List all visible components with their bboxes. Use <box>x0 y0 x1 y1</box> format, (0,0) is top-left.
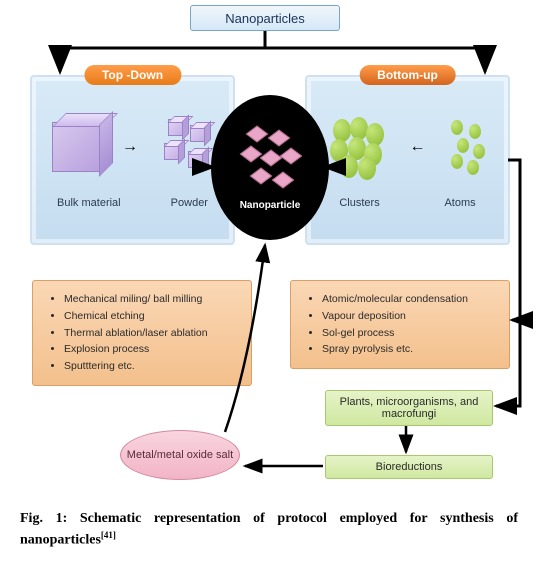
title-box: Nanoparticles <box>190 5 340 31</box>
badge-top-down: Top -Down <box>84 65 181 85</box>
bio-sources-label: Plants, microorganisms, and macrofungi <box>330 396 488 420</box>
methods-list-right: Atomic/molecular condensation Vapour dep… <box>316 291 501 358</box>
method-item: Chemical etching <box>64 308 243 325</box>
method-item: Vapour deposition <box>322 308 501 325</box>
clusters-label: Clusters <box>339 197 379 209</box>
powder-label: Powder <box>171 197 208 209</box>
caption-text: Fig. 1: Schematic representation of prot… <box>20 511 518 548</box>
nanoparticle-oval: Nanoparticle <box>211 95 329 240</box>
bio-process-box: Bioreductions <box>325 455 493 479</box>
nanoparticle-cluster-icon <box>240 125 300 195</box>
badge-bottom-up: Bottom-up <box>359 65 456 85</box>
methods-top-down: Mechanical miling/ ball milling Chemical… <box>32 280 252 386</box>
bio-sources-box: Plants, microorganisms, and macrofungi <box>325 390 493 426</box>
metal-salt-oval: Metal/metal oxide salt <box>120 430 240 480</box>
nanoparticle-label: Nanoparticle <box>240 200 301 211</box>
methods-bottom-up: Atomic/molecular condensation Vapour dep… <box>290 280 510 369</box>
method-item: Thermal ablation/laser ablation <box>64 325 243 342</box>
method-item: Atomic/molecular condensation <box>322 291 501 308</box>
bulk-label: Bulk material <box>57 197 121 209</box>
method-item: Sputttering etc. <box>64 358 243 375</box>
method-item: Spray pyrolysis etc. <box>322 341 501 358</box>
method-item: Mechanical miling/ ball milling <box>64 291 243 308</box>
panel-bottom-up: Bottom-up ← Cluster <box>305 75 510 245</box>
powder-cubes-icon <box>158 117 213 177</box>
method-item: Sol-gel process <box>322 325 501 342</box>
method-item: Explosion process <box>64 341 243 358</box>
arrow-icon: → <box>122 138 138 156</box>
atoms-icon <box>447 120 487 175</box>
methods-list-left: Mechanical miling/ ball milling Chemical… <box>58 291 243 375</box>
panel-top-down: Top -Down → Bulk material Powder <box>30 75 235 245</box>
title-text: Nanoparticles <box>225 11 305 26</box>
bulk-cube-icon <box>52 122 102 172</box>
caption-ref: [41] <box>101 530 116 540</box>
clusters-icon <box>328 117 388 177</box>
atoms-label: Atoms <box>444 197 475 209</box>
figure-caption: Fig. 1: Schematic representation of prot… <box>20 510 518 550</box>
metal-salt-label: Metal/metal oxide salt <box>127 449 233 461</box>
arrow-icon: ← <box>410 138 426 156</box>
bio-process-label: Bioreductions <box>376 461 443 473</box>
